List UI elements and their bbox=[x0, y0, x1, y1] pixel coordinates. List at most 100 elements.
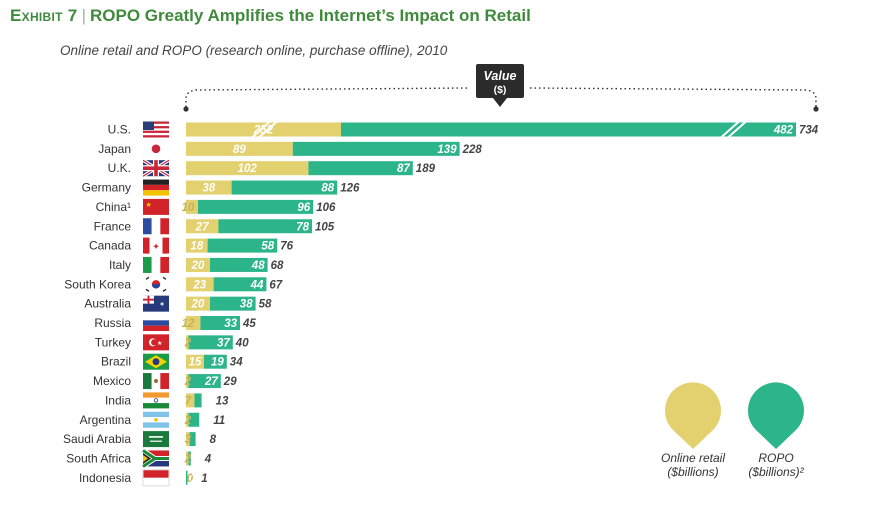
bar-row: South Africa 2 2 4 bbox=[66, 451, 212, 466]
flag-part bbox=[151, 284, 161, 289]
flag-part bbox=[160, 373, 169, 390]
ropo-bar bbox=[204, 354, 227, 369]
ropo-bar bbox=[189, 432, 196, 447]
value-callout-title: Value bbox=[484, 69, 517, 83]
online-value-label: 2 bbox=[184, 337, 192, 349]
flag-part bbox=[143, 325, 169, 331]
flag-part bbox=[151, 339, 158, 346]
ropo-bar bbox=[292, 141, 460, 156]
ropo-value-label: 87 bbox=[397, 163, 410, 175]
title-text: ROPO Greatly Amplifies the Internet’s Im… bbox=[89, 6, 531, 25]
online-value-label: 20 bbox=[191, 260, 205, 272]
flag-part: ✦ bbox=[152, 243, 160, 253]
bar-row: Italy 20 48 68 bbox=[109, 257, 284, 272]
online-value-label: 102 bbox=[238, 163, 258, 175]
ropo-bar bbox=[200, 316, 240, 330]
country-label: Indonesia bbox=[79, 471, 131, 485]
bar-row: U.S. 252 482 734 bbox=[108, 120, 819, 139]
total-value-label: 40 bbox=[235, 337, 249, 349]
flag-part bbox=[162, 237, 169, 254]
ropo-bar bbox=[308, 161, 413, 176]
flag-part bbox=[154, 379, 158, 384]
ropo-bar bbox=[188, 374, 221, 389]
flag-part bbox=[142, 469, 170, 487]
online-retail-bar bbox=[186, 296, 210, 311]
flag-icon-16 bbox=[143, 431, 169, 448]
country-label: Argentina bbox=[80, 413, 132, 427]
flag-part bbox=[150, 440, 162, 442]
flag-icon-2 bbox=[142, 158, 170, 178]
flag-part bbox=[149, 436, 163, 438]
ropo-value-label: 37 bbox=[217, 337, 230, 349]
country-label: Japan bbox=[98, 142, 131, 156]
bar-row: Mexico 2 27 29 bbox=[93, 374, 237, 389]
bar-row: India 7 6 13 bbox=[105, 393, 229, 408]
ropo-bar bbox=[210, 257, 268, 272]
online-value-label: 2 bbox=[184, 376, 192, 388]
flag-icon-11: ★ bbox=[143, 334, 169, 351]
total-value-label: 189 bbox=[416, 163, 436, 175]
country-label: Mexico bbox=[93, 374, 131, 388]
flag-part bbox=[143, 411, 169, 418]
flag-icon-15 bbox=[143, 411, 169, 428]
ropo-bar bbox=[188, 412, 200, 427]
ropo-value-label: 58 bbox=[261, 241, 274, 253]
country-label: Russia bbox=[94, 316, 131, 330]
ropo-bar bbox=[213, 277, 267, 292]
country-label: U.S. bbox=[108, 123, 131, 137]
online-value-label: 2 bbox=[184, 415, 192, 427]
bar-row: Indonesia 01 1 bbox=[79, 470, 208, 485]
total-value-label: 105 bbox=[315, 221, 335, 233]
ropo-value-label: 2 bbox=[193, 453, 201, 465]
flag-icon-13 bbox=[143, 373, 169, 390]
flag-icon-3 bbox=[143, 179, 169, 196]
flag-part bbox=[143, 166, 169, 170]
flag-part bbox=[143, 298, 154, 301]
online-value-label: 23 bbox=[192, 279, 206, 291]
online-value-label: 12 bbox=[182, 318, 195, 330]
country-label: Turkey bbox=[95, 335, 131, 349]
online-value-label: 20 bbox=[191, 299, 205, 311]
total-value-label: 126 bbox=[340, 183, 360, 195]
flag-part bbox=[143, 422, 169, 428]
flag-part bbox=[160, 218, 169, 235]
flag-part bbox=[143, 315, 169, 321]
flag-part bbox=[143, 431, 169, 448]
country-label: Saudi Arabia bbox=[63, 432, 131, 446]
legend-swatch bbox=[747, 382, 804, 449]
flag-part bbox=[143, 237, 150, 254]
flag-part bbox=[143, 469, 169, 478]
total-value-label: 45 bbox=[242, 318, 256, 330]
flag-part bbox=[153, 398, 159, 403]
total-value-label: 734 bbox=[799, 125, 819, 137]
flag-part bbox=[151, 256, 161, 273]
legend-label: Online retail bbox=[661, 451, 725, 465]
legend: Online retail($billions) ROPO($billions)² bbox=[661, 382, 805, 479]
country-label: South Africa bbox=[66, 451, 131, 465]
bracket-right-line bbox=[529, 87, 817, 107]
total-value-label: 76 bbox=[280, 241, 293, 253]
flag-part bbox=[143, 121, 154, 130]
flag-part bbox=[143, 454, 148, 462]
flag-part bbox=[143, 373, 152, 390]
ropo-value-label: 48 bbox=[251, 260, 265, 272]
online-value-label: 252 bbox=[253, 125, 274, 137]
ropo-value-label: 139 bbox=[437, 144, 457, 156]
flag-icon-14 bbox=[143, 392, 169, 409]
bar-row: South Korea 23 44 67 bbox=[64, 277, 283, 292]
ropo-value-label: 19 bbox=[211, 357, 224, 369]
total-value-label: 8 bbox=[210, 434, 217, 446]
bar-row: Australia 20 38 58 bbox=[84, 296, 272, 311]
online-retail-bar bbox=[186, 354, 204, 369]
online-retail-bar bbox=[186, 451, 189, 466]
online-retail-bar bbox=[186, 374, 189, 389]
value-bracket: Value($) bbox=[183, 64, 819, 112]
value-callout-bubble bbox=[476, 64, 524, 107]
flag-part bbox=[143, 397, 169, 404]
total-value-label: 67 bbox=[269, 279, 282, 291]
ropo-bar bbox=[210, 296, 256, 311]
online-retail-bar bbox=[186, 277, 214, 292]
value-callout-unit: ($) bbox=[494, 84, 507, 96]
flag-icon-7 bbox=[143, 256, 169, 273]
